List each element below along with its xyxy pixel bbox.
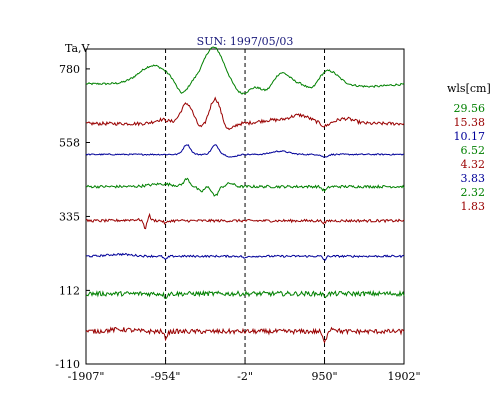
legend-entry: 3.83 <box>461 172 486 185</box>
series-line-2 <box>85 144 404 158</box>
legend-title: wls[cm] <box>447 82 491 95</box>
series-line-5 <box>86 252 405 261</box>
legend-entry: 10.17 <box>454 130 486 143</box>
y-axis: 780 558 335 112 -110 <box>55 63 90 371</box>
series-line-6 <box>85 289 405 300</box>
legend-entry: 1.83 <box>461 200 486 213</box>
legend-entry: 2.32 <box>461 186 486 199</box>
chart-title: SUN: 1997/05/03 <box>197 35 294 48</box>
y-tick-label: 558 <box>59 137 80 150</box>
series-group <box>85 46 405 344</box>
x-tick-label: -2" <box>237 370 253 383</box>
y-axis-label: Ta,V <box>65 42 91 55</box>
series-line-7 <box>85 326 405 344</box>
series-line-1 <box>85 96 405 131</box>
series-line-4 <box>85 212 405 230</box>
y-tick-label: 112 <box>59 284 80 297</box>
legend-entry: 4.32 <box>461 158 486 171</box>
legend-entry: 15.38 <box>454 116 486 129</box>
x-tick-label: 1902" <box>387 370 420 383</box>
x-tick-label: 950" <box>311 370 337 383</box>
y-tick-label: 335 <box>59 210 80 223</box>
legend-entry: 6.52 <box>461 144 486 157</box>
y-tick-label: -110 <box>55 358 80 371</box>
y-tick-label: 780 <box>59 63 80 76</box>
series-line-3 <box>86 177 405 197</box>
x-axis: -1907" -954" -2" 950" 1902" <box>68 360 421 383</box>
series-line-0 <box>85 46 405 95</box>
legend-entry: 29.56 <box>454 102 486 115</box>
reference-lines <box>165 49 326 364</box>
x-tick-label: -1907" <box>68 370 105 383</box>
x-tick-label: -954" <box>151 370 181 383</box>
